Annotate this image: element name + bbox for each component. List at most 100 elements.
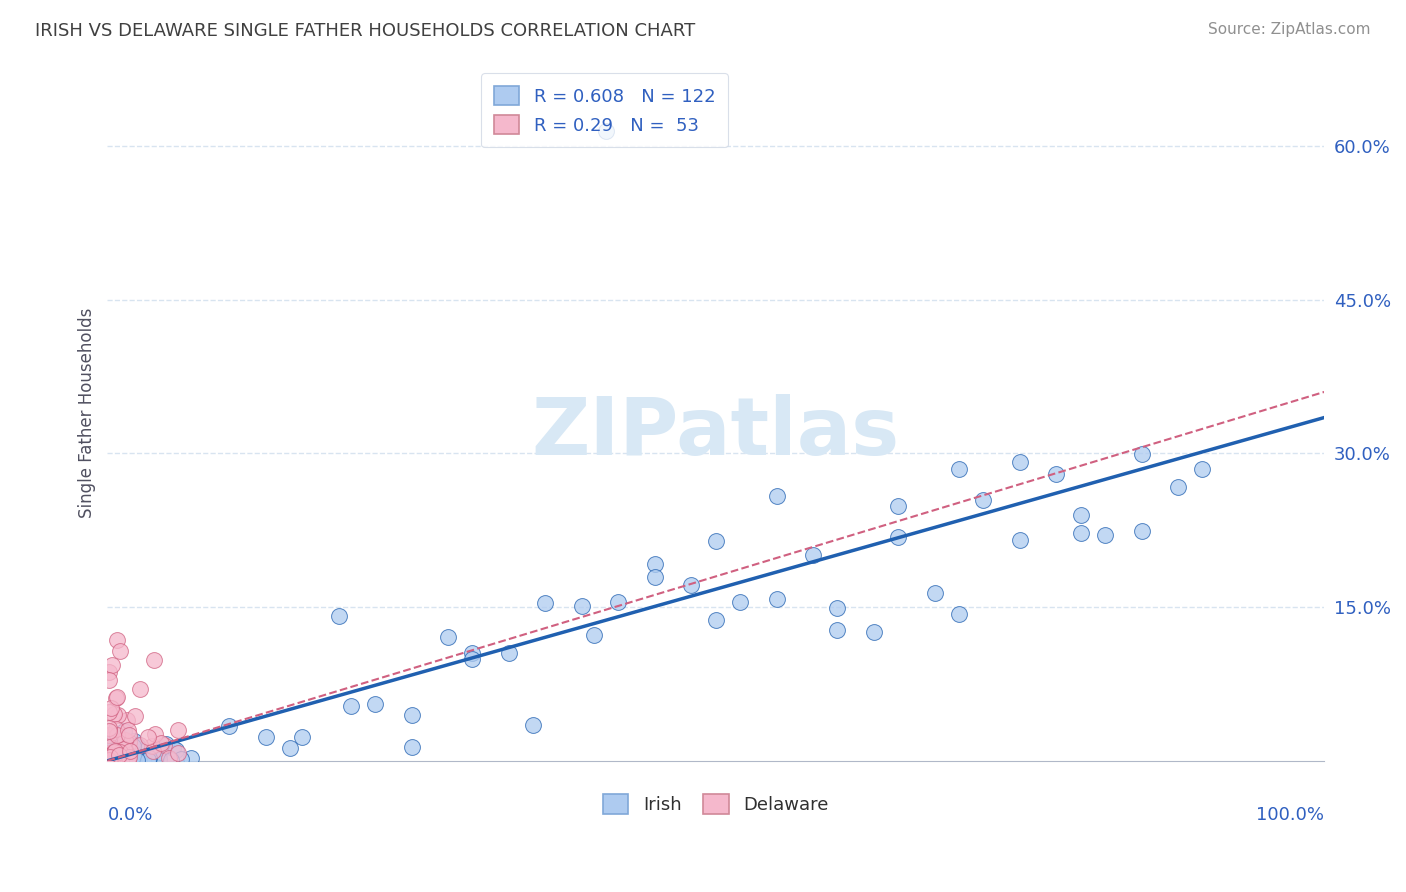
Point — [97, 752, 120, 766]
Point — [110, 753, 132, 767]
Point — [401, 740, 423, 755]
Point — [112, 741, 135, 756]
Point — [97, 736, 120, 750]
Point — [110, 731, 132, 745]
Point — [128, 753, 150, 767]
Point — [101, 731, 124, 745]
Point — [132, 748, 155, 763]
Point — [339, 699, 361, 714]
Point — [155, 737, 177, 751]
Point — [728, 595, 751, 609]
Point — [108, 751, 131, 765]
Point — [522, 718, 544, 732]
Point — [114, 752, 136, 766]
Point — [112, 723, 135, 738]
Point — [112, 752, 135, 766]
Point — [107, 745, 129, 759]
Point — [110, 753, 132, 767]
Point — [644, 558, 666, 572]
Point — [97, 722, 120, 736]
Text: 100.0%: 100.0% — [1256, 806, 1324, 824]
Point — [149, 745, 172, 759]
Point — [328, 609, 350, 624]
Point — [704, 613, 727, 627]
Text: IRISH VS DELAWARE SINGLE FATHER HOUSEHOLDS CORRELATION CHART: IRISH VS DELAWARE SINGLE FATHER HOUSEHOL… — [35, 22, 696, 40]
Point — [571, 599, 593, 614]
Point — [887, 499, 910, 513]
Point — [1070, 526, 1092, 541]
Point — [461, 651, 484, 665]
Point — [863, 625, 886, 640]
Point — [117, 735, 139, 749]
Point — [167, 723, 190, 737]
Point — [595, 123, 617, 137]
Point — [827, 600, 849, 615]
Point — [124, 752, 146, 766]
Point — [129, 753, 152, 767]
Point — [1191, 462, 1213, 476]
Point — [101, 743, 124, 757]
Point — [105, 749, 128, 764]
Point — [120, 752, 142, 766]
Point — [704, 534, 727, 549]
Point — [125, 738, 148, 752]
Point — [107, 707, 129, 722]
Point — [104, 747, 127, 762]
Point — [100, 747, 122, 762]
Point — [98, 737, 121, 751]
Point — [136, 731, 159, 745]
Point — [291, 730, 314, 744]
Point — [111, 749, 134, 764]
Point — [103, 745, 125, 759]
Point — [97, 751, 120, 765]
Point — [162, 740, 184, 755]
Point — [765, 591, 787, 606]
Point — [127, 740, 149, 755]
Point — [110, 734, 132, 748]
Point — [97, 746, 120, 760]
Text: Source: ZipAtlas.com: Source: ZipAtlas.com — [1208, 22, 1371, 37]
Legend: Irish, Delaware: Irish, Delaware — [596, 787, 835, 822]
Point — [100, 753, 122, 767]
Point — [111, 740, 134, 755]
Point — [1130, 524, 1153, 538]
Point — [101, 743, 124, 757]
Point — [254, 730, 277, 744]
Point — [972, 493, 994, 508]
Point — [103, 741, 125, 756]
Point — [118, 749, 141, 764]
Point — [97, 753, 120, 767]
Point — [114, 733, 136, 747]
Point — [765, 489, 787, 503]
Point — [165, 743, 187, 757]
Point — [97, 728, 120, 742]
Point — [103, 747, 125, 762]
Point — [118, 744, 141, 758]
Point — [1008, 455, 1031, 469]
Point — [100, 753, 122, 767]
Text: ZIPatlas: ZIPatlas — [531, 394, 900, 473]
Point — [827, 623, 849, 637]
Point — [401, 708, 423, 723]
Point — [105, 632, 128, 647]
Point — [128, 738, 150, 752]
Point — [117, 752, 139, 766]
Point — [118, 740, 141, 755]
Point — [121, 749, 143, 764]
Point — [103, 707, 125, 722]
Point — [98, 753, 121, 767]
Point — [142, 653, 165, 667]
Point — [98, 740, 121, 755]
Point — [498, 646, 520, 660]
Point — [924, 585, 946, 599]
Point — [167, 746, 190, 760]
Point — [100, 741, 122, 756]
Point — [110, 747, 132, 761]
Point — [1130, 447, 1153, 461]
Point — [136, 748, 159, 763]
Point — [124, 734, 146, 748]
Point — [534, 596, 557, 610]
Point — [97, 749, 120, 764]
Point — [115, 746, 138, 760]
Point — [278, 741, 301, 756]
